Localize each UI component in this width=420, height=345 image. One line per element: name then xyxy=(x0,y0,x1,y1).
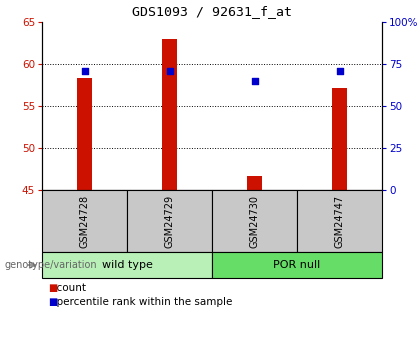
Point xyxy=(251,78,258,83)
Text: percentile rank within the sample: percentile rank within the sample xyxy=(50,297,233,307)
Point xyxy=(336,68,343,73)
Text: wild type: wild type xyxy=(102,260,152,270)
Text: POR null: POR null xyxy=(273,260,320,270)
Text: GSM24728: GSM24728 xyxy=(79,195,89,248)
Bar xyxy=(297,190,382,252)
Bar xyxy=(77,78,92,190)
Bar xyxy=(212,252,382,278)
Text: genotype/variation: genotype/variation xyxy=(4,260,97,270)
Text: GSM24729: GSM24729 xyxy=(165,195,174,248)
Text: ■: ■ xyxy=(48,283,58,293)
Bar xyxy=(162,39,177,190)
Bar xyxy=(332,88,347,190)
Text: ■: ■ xyxy=(48,297,58,307)
Text: GSM24730: GSM24730 xyxy=(249,195,260,247)
Bar xyxy=(127,190,212,252)
Point xyxy=(166,68,173,73)
Bar xyxy=(42,190,127,252)
Bar xyxy=(42,252,212,278)
Text: GSM24747: GSM24747 xyxy=(334,195,344,248)
Point xyxy=(81,68,88,73)
Title: GDS1093 / 92631_f_at: GDS1093 / 92631_f_at xyxy=(132,5,292,18)
Bar xyxy=(247,176,262,190)
Text: count: count xyxy=(50,283,87,293)
Bar xyxy=(212,190,297,252)
